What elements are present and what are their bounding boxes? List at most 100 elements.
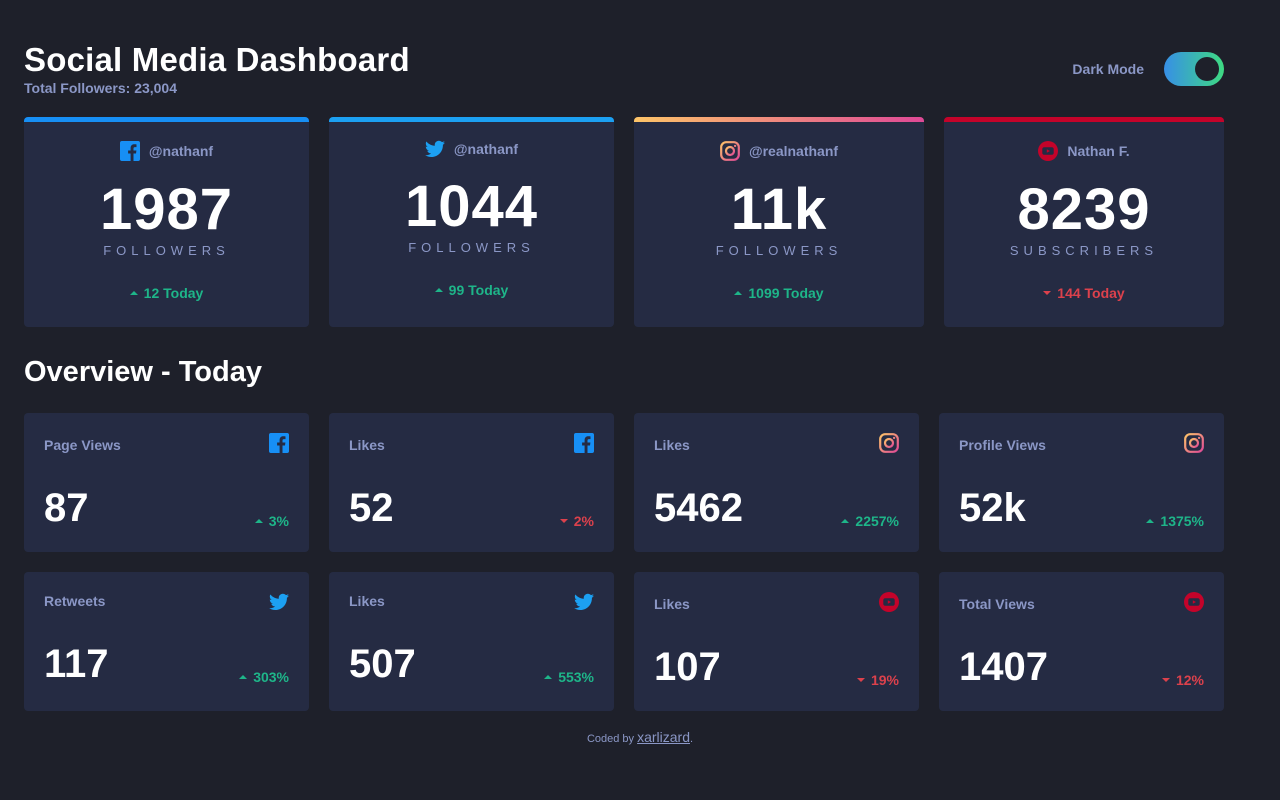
overview-card-youtube-likes[interactable]: Likes 107 19% [634, 572, 919, 711]
twitter-icon [269, 592, 289, 612]
overview-card-youtube-total-views[interactable]: Total Views 1407 12% [939, 572, 1224, 711]
follower-card-instagram[interactable]: @realnathanf 11k FOLLOWERS 1099 Today [634, 117, 924, 327]
overview-card-facebook-likes[interactable]: Likes 52 2% [329, 413, 614, 552]
metric-label: Likes [349, 437, 385, 453]
metric-value: 52 [349, 486, 394, 530]
up-arrow-icon [239, 675, 248, 679]
daily-change: 1099 Today [634, 285, 924, 301]
twitter-icon [574, 592, 594, 612]
youtube-icon [1184, 592, 1204, 612]
metric-label: Likes [349, 593, 385, 609]
account-handle: @nathanf [148, 143, 214, 159]
metric-change: 303% [239, 669, 289, 685]
metric-value: 52k [959, 486, 1026, 530]
daily-change-text: 12 Today [143, 285, 204, 301]
down-arrow-icon [559, 519, 568, 523]
up-arrow-icon [434, 288, 443, 292]
overview-card-instagram-likes[interactable]: Likes 5462 2257% [634, 413, 919, 552]
metric-change: 12% [1161, 672, 1204, 688]
down-arrow-icon [1161, 678, 1170, 682]
metric-change-text: 553% [558, 669, 594, 685]
youtube-icon [879, 592, 899, 612]
account-handle: Nathan F. [1067, 143, 1130, 159]
daily-change-text: 144 Today [1057, 285, 1125, 301]
dashboard-header: Social Media Dashboard Total Followers: … [24, 40, 1224, 100]
facebook-icon [119, 141, 140, 161]
toggle-knob [1195, 57, 1219, 81]
follower-card-youtube[interactable]: Nathan F. 8239 SUBSCRIBERS 144 Today [944, 117, 1224, 327]
overview-card-twitter-likes[interactable]: Likes 507 553% [329, 572, 614, 711]
daily-change: 12 Today [24, 285, 309, 301]
up-arrow-icon [841, 519, 850, 523]
metric-change: 3% [254, 513, 289, 529]
up-arrow-icon [734, 291, 743, 295]
metric-label: Profile Views [959, 437, 1046, 453]
follower-card-twitter[interactable]: @nathanf 1044 FOLLOWERS 99 Today [329, 117, 614, 327]
follower-unit: FOLLOWERS [408, 240, 535, 255]
metric-change: 2257% [841, 513, 899, 529]
dark-mode-label: Dark Mode [1072, 61, 1144, 77]
metric-value: 5462 [654, 486, 743, 530]
metric-label: Likes [654, 596, 690, 612]
metric-label: Page Views [44, 437, 121, 453]
card-header: @nathanf [329, 139, 614, 159]
follower-card-facebook[interactable]: @nathanf 1987 FOLLOWERS 12 Today [24, 117, 309, 327]
metric-change-text: 3% [268, 513, 289, 529]
follower-count: 1987 [99, 177, 234, 242]
account-handle: @realnathanf [748, 143, 839, 159]
card-accent-bar [24, 117, 309, 122]
metric-value: 87 [44, 486, 89, 530]
metric-label: Total Views [959, 596, 1035, 612]
down-arrow-icon [1043, 291, 1052, 295]
metric-change-text: 2257% [855, 513, 899, 529]
follower-count: 1044 [404, 174, 539, 239]
metric-change-text: 1375% [1160, 513, 1204, 529]
daily-change: 144 Today [944, 285, 1224, 301]
youtube-icon [1038, 141, 1059, 161]
facebook-icon [574, 433, 594, 453]
author-link[interactable]: xarlizard [637, 729, 690, 745]
metric-change-text: 2% [573, 513, 594, 529]
metric-change: 19% [856, 672, 899, 688]
card-header: Nathan F. [944, 141, 1224, 161]
overview-title: Overview - Today [24, 356, 262, 388]
down-arrow-icon [856, 678, 865, 682]
card-accent-bar [634, 117, 924, 122]
metric-change: 2% [559, 513, 594, 529]
subscriber-unit: SUBSCRIBERS [1009, 243, 1159, 258]
metric-value: 117 [44, 642, 109, 686]
card-accent-bar [329, 117, 614, 122]
daily-change-text: 1099 Today [748, 285, 824, 301]
daily-change-text: 99 Today [448, 282, 509, 298]
facebook-icon [269, 433, 289, 453]
metric-label: Likes [654, 437, 690, 453]
metric-value: 1407 [959, 645, 1048, 689]
total-followers: Total Followers: 23,004 [24, 80, 178, 96]
dark-mode-toggle[interactable] [1164, 52, 1224, 86]
card-header: @nathanf [24, 141, 309, 161]
metric-change: 1375% [1146, 513, 1204, 529]
overview-card-facebook-page-views[interactable]: Page Views 87 3% [24, 413, 309, 552]
metric-change: 553% [544, 669, 594, 685]
metric-change-text: 12% [1175, 672, 1204, 688]
metric-label: Retweets [44, 593, 106, 609]
card-accent-bar [944, 117, 1224, 122]
card-header: @realnathanf [634, 141, 924, 161]
account-handle: @nathanf [453, 141, 519, 157]
footer-prefix: Coded by [586, 733, 635, 745]
metric-change-text: 19% [870, 672, 899, 688]
instagram-icon [1184, 433, 1204, 453]
instagram-icon [879, 433, 899, 453]
instagram-icon [720, 141, 740, 161]
subscriber-count: 8239 [1017, 177, 1151, 242]
follower-count: 11k [730, 177, 828, 242]
page-title: Social Media Dashboard [24, 41, 410, 78]
up-arrow-icon [254, 519, 263, 523]
footer-suffix: . [690, 733, 694, 745]
metric-value: 507 [349, 642, 416, 686]
overview-card-instagram-profile-views[interactable]: Profile Views 52k 1375% [939, 413, 1224, 552]
footer: Coded by xarlizard. [0, 729, 1280, 745]
up-arrow-icon [1146, 519, 1155, 523]
up-arrow-icon [129, 291, 138, 295]
overview-card-twitter-retweets[interactable]: Retweets 117 303% [24, 572, 309, 711]
